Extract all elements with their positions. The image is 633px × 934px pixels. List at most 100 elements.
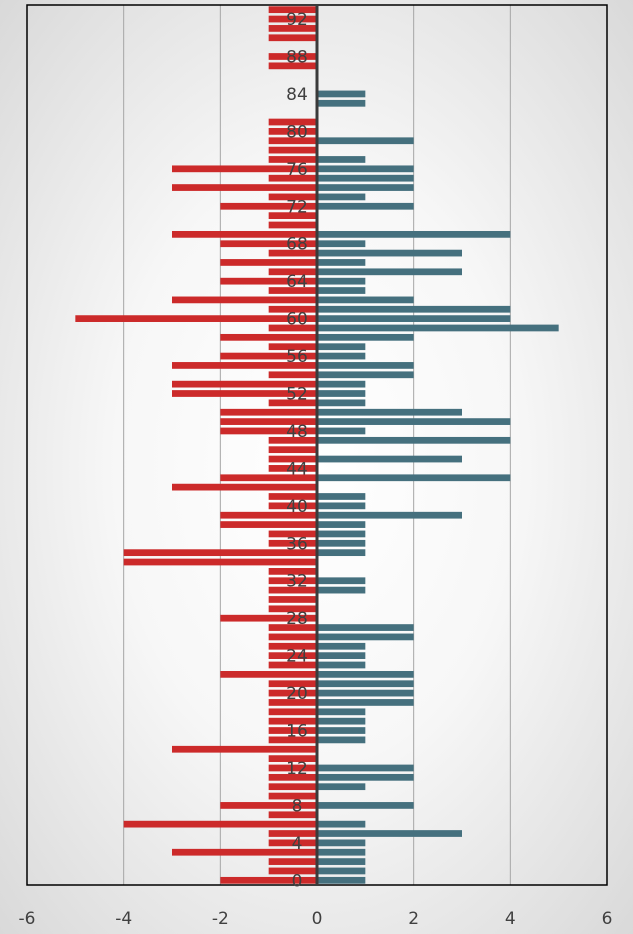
bar-positive [317, 202, 414, 210]
y-tick-label: 8 [292, 796, 303, 816]
bar-positive [317, 230, 511, 238]
bar-positive [317, 268, 462, 276]
bar-negative [268, 371, 317, 379]
bar-negative [268, 174, 317, 182]
bar-positive [317, 820, 366, 828]
bar-negative [268, 502, 317, 510]
bar-negative [268, 577, 317, 585]
bar-negative [268, 465, 317, 472]
bar-positive [317, 333, 414, 341]
bar-negative [268, 689, 317, 697]
bar-positive [317, 642, 366, 650]
bar-negative [268, 53, 317, 60]
bar-positive [317, 708, 366, 716]
bar-positive [317, 652, 366, 660]
y-tick-label: 24 [286, 647, 308, 667]
bar-negative [268, 699, 317, 706]
bar-negative [220, 418, 317, 425]
bar-negative [268, 633, 317, 641]
bar-negative [268, 586, 317, 594]
bar-positive [317, 156, 366, 163]
bar-negative [268, 642, 317, 650]
bar-negative [172, 362, 317, 369]
y-tick-label: 68 [286, 235, 308, 255]
bar-positive [317, 324, 559, 332]
bar-positive [317, 736, 366, 744]
y-tick-label: 84 [286, 85, 308, 105]
bar-positive [317, 493, 366, 500]
bar-positive [317, 455, 462, 463]
bar-negative [268, 436, 317, 444]
bar-positive [317, 764, 414, 772]
bar-negative [268, 755, 317, 762]
bar-negative [220, 427, 317, 435]
axes [26, 4, 608, 886]
bar-negative [220, 670, 317, 678]
bar-negative [172, 848, 317, 856]
bar-negative [268, 118, 317, 126]
bar-negative [268, 287, 317, 294]
x-tick-label: -2 [212, 909, 229, 929]
bar-negative [172, 184, 317, 191]
bar-negative [220, 876, 317, 884]
y-tick-label: 52 [286, 385, 308, 405]
bar-positive [317, 633, 414, 641]
x-tick-label: 6 [602, 909, 613, 929]
x-tick-label: 4 [505, 909, 516, 929]
bar-negative [268, 727, 317, 734]
bar-positive [317, 549, 366, 557]
x-tick-label: 0 [312, 909, 323, 929]
bar-negative [268, 343, 317, 351]
bar-negative [123, 558, 318, 566]
y-tick-label: 0 [292, 871, 303, 891]
y-tick-label: 72 [286, 197, 308, 217]
bar-negative [268, 596, 317, 603]
y-tick-label: 16 [286, 722, 308, 742]
bar-positive [317, 530, 366, 538]
bar-negative [220, 352, 317, 360]
bar-negative [220, 511, 317, 519]
y-tick-label: 48 [286, 422, 308, 442]
bar-positive [317, 287, 366, 294]
bar-negative [172, 165, 317, 173]
bar-positive [317, 689, 414, 697]
bar-positive [317, 876, 366, 884]
bar-negative [268, 249, 317, 257]
bar-negative [268, 156, 317, 163]
bar-positive [317, 839, 366, 847]
bar-negative [172, 483, 317, 491]
y-tick-label: 12 [286, 759, 308, 779]
bar-negative [268, 708, 317, 716]
y-tick-label: 36 [286, 534, 308, 554]
bar-negative [220, 802, 317, 809]
bar-positive [317, 240, 366, 248]
bar-positive [317, 773, 414, 781]
y-tick-label: 76 [286, 160, 308, 180]
bar-negative [268, 605, 317, 613]
bars [75, 6, 559, 884]
bar-negative [268, 530, 317, 538]
bar-positive [317, 193, 366, 201]
bar-negative [268, 25, 317, 32]
bar-negative [268, 62, 317, 70]
bar-negative [268, 268, 317, 276]
x-tick-label: -4 [115, 909, 132, 929]
bar-positive [317, 418, 511, 425]
bar-positive [317, 90, 366, 98]
bar-negative [268, 324, 317, 332]
bar-positive [317, 699, 414, 706]
bar-positive [317, 670, 414, 678]
bar-negative [172, 296, 317, 304]
bar-positive [317, 802, 414, 809]
x-tick-label: -6 [19, 909, 36, 929]
bar-negative [268, 455, 317, 463]
bar-positive [317, 624, 414, 631]
bar-negative [268, 399, 317, 407]
bar-positive [317, 399, 366, 407]
bar-negative [268, 568, 317, 575]
bar-negative [220, 240, 317, 248]
bar-positive [317, 184, 414, 191]
bar-positive [317, 436, 511, 444]
y-tick-label: 40 [286, 497, 308, 517]
